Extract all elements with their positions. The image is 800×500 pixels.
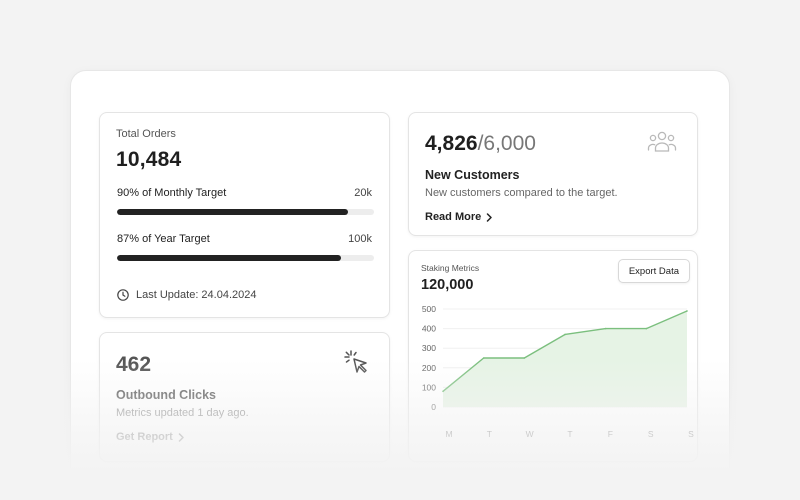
data-point — [686, 310, 688, 312]
x-tick-label: F — [608, 429, 613, 439]
x-tick-label: M — [445, 429, 452, 439]
data-point — [482, 357, 485, 359]
monthly-target-value: 20k — [354, 187, 372, 199]
y-tick-label: 300 — [422, 343, 436, 353]
x-tick-label: W — [526, 429, 534, 439]
customers-ratio: 4,826/6,000 — [425, 132, 536, 156]
data-point — [604, 327, 607, 330]
users-group-icon — [647, 131, 677, 152]
staking-label: Staking Metrics — [421, 263, 480, 273]
y-tick-label: 0 — [431, 402, 436, 412]
outbound-clicks-card: 462 Outbound Clicks Metrics updated 1 da… — [99, 332, 390, 462]
y-tick-label: 400 — [422, 324, 436, 334]
outbound-clicks-value: 462 — [116, 353, 152, 376]
y-tick-label: 100 — [422, 382, 436, 392]
total-orders-value: 10,484 — [116, 148, 182, 171]
area-fill — [443, 310, 687, 407]
year-target-label: 87% of Year Target — [117, 233, 210, 245]
chevron-right-icon — [178, 432, 184, 442]
new-customers-subtitle: New customers compared to the target. — [425, 187, 618, 199]
data-point — [645, 327, 648, 330]
monthly-progress-track — [117, 209, 374, 215]
customers-target: 6,000 — [483, 132, 536, 155]
outbound-clicks-title: Outbound Clicks — [116, 388, 216, 402]
export-data-button[interactable]: Export Data — [617, 259, 690, 283]
monthly-target-label: 90% of Monthly Target — [117, 187, 227, 199]
customers-current: 4,826 — [425, 132, 478, 155]
clock-icon — [117, 289, 129, 301]
data-point — [523, 357, 526, 359]
data-point — [442, 390, 444, 393]
monthly-progress-fill — [117, 209, 349, 215]
get-report-label: Get Report — [116, 431, 173, 443]
new-customers-title: New Customers — [425, 168, 520, 182]
total-orders-card: Total Orders 10,484 90% of Monthly Targe… — [99, 112, 390, 318]
get-report-link[interactable]: Get Report — [116, 431, 185, 443]
year-target-value: 100k — [348, 233, 372, 245]
y-tick-label: 500 — [422, 304, 436, 314]
x-tick-label: T — [487, 429, 492, 439]
read-more-label: Read More — [425, 211, 482, 223]
year-progress-fill — [117, 255, 341, 261]
x-tick-label: T — [567, 429, 572, 439]
x-tick-label: S — [688, 429, 694, 439]
outbound-clicks-subtitle: Metrics updated 1 day ago. — [116, 407, 249, 419]
data-point — [564, 333, 566, 336]
total-orders-label: Total Orders — [116, 128, 176, 140]
chevron-right-icon — [487, 212, 492, 222]
y-tick-label: 200 — [422, 363, 436, 373]
staking-value: 120,000 — [421, 277, 474, 293]
cursor-click-icon — [344, 350, 367, 373]
year-progress-track — [117, 255, 374, 261]
new-customers-card: 4,826/6,000 New Customers New customers … — [408, 112, 698, 236]
staking-metrics-card: 0 100 200 300 400 500 M T W T F S S Staking Metrics … — [408, 250, 698, 462]
x-tick-label: S — [648, 429, 654, 439]
last-update: Last Update: 24.04.2024 — [117, 289, 256, 301]
last-update-text: Last Update: 24.04.2024 — [136, 289, 257, 301]
customers-separator: / — [477, 132, 484, 155]
read-more-link[interactable]: Read More — [425, 211, 493, 223]
